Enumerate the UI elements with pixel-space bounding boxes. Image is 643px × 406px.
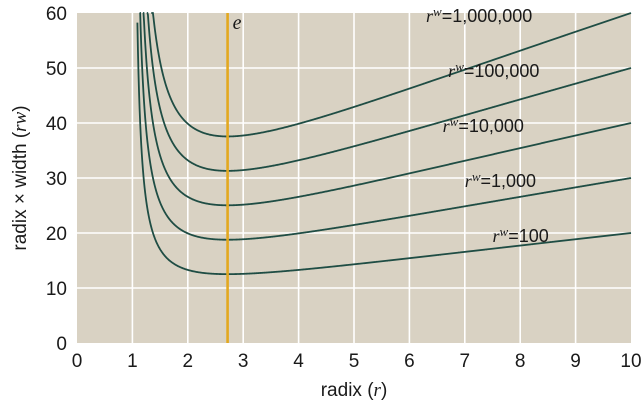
y-tick-labels: 0 10 20 30 40 50 60 <box>46 4 67 355</box>
x-tick-label: 2 <box>183 351 194 372</box>
x-axis-title: radix (r) <box>321 380 388 401</box>
series-line <box>142 12 632 207</box>
x-tick-label: 7 <box>460 351 471 372</box>
x-tick-label: 0 <box>72 351 83 372</box>
series-label: rw=100 <box>493 224 549 246</box>
y-tick-label: 10 <box>46 279 67 300</box>
y-tick-label: 40 <box>46 114 67 135</box>
y-tick-label: 50 <box>46 59 67 80</box>
x-tick-label: 5 <box>349 351 360 372</box>
x-tick-label: 1 <box>127 351 138 372</box>
curve-labels: rw=100 rw=1,000 rw=10,000 rw=100,000 rw=1,00… <box>426 4 549 246</box>
y-tick-label: 60 <box>46 4 67 25</box>
series-label: rw=10,000 <box>443 114 524 136</box>
y-tick-label: 0 <box>56 334 67 355</box>
x-tick-labels: 0 1 2 3 4 5 6 7 8 9 10 <box>72 351 642 372</box>
x-tick-label: 4 <box>293 351 304 372</box>
x-tick-label: 9 <box>570 351 581 372</box>
x-tick-label: 8 <box>515 351 526 372</box>
series-label: rw=1,000,000 <box>426 4 532 26</box>
series-label: rw=100,000 <box>448 59 539 81</box>
x-tick-label: 3 <box>238 351 249 372</box>
x-tick-label: 6 <box>404 351 415 372</box>
y-gridlines <box>77 67 631 289</box>
series-line <box>139 12 632 241</box>
x-tick-label: 10 <box>620 351 641 372</box>
y-tick-label: 30 <box>46 169 67 190</box>
y-axis-title: radix × width (rw) <box>10 105 31 250</box>
y-tick-label: 20 <box>46 224 67 245</box>
series-label: rw=1,000 <box>465 169 536 191</box>
series-line <box>136 22 632 276</box>
series-line <box>151 12 632 138</box>
e-label: e <box>233 12 242 34</box>
